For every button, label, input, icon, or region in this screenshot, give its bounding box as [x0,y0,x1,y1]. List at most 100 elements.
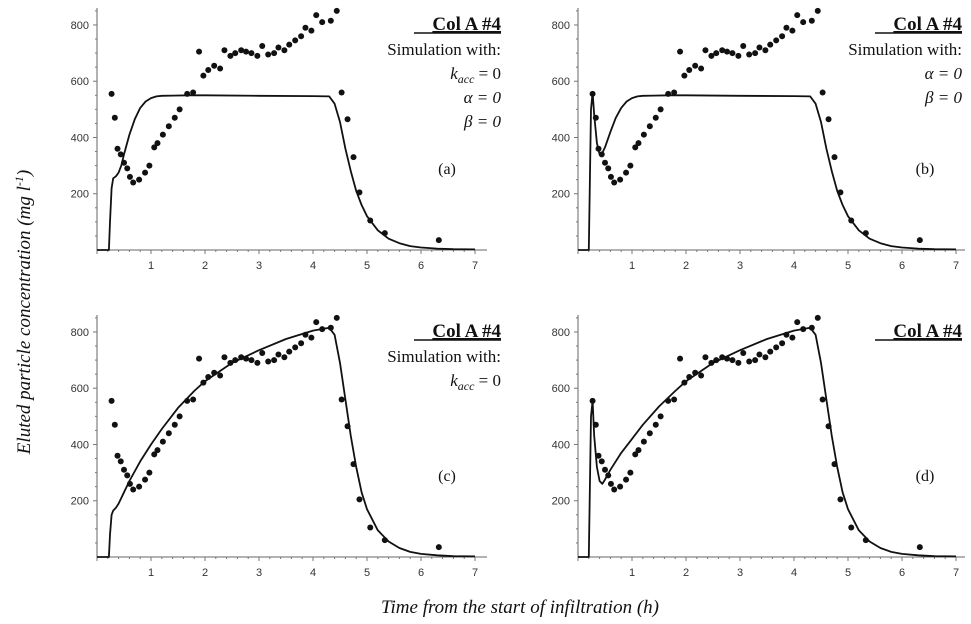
observed-point [598,458,605,465]
observed-point [779,340,786,347]
simulated-curve [578,91,957,251]
observed-point [271,50,278,57]
observed-point [259,43,266,50]
observed-point [646,123,653,130]
observed-point [313,319,320,326]
annotation-line: Simulation with: [848,40,962,59]
observed-point [916,544,923,551]
y-tick-label: 800 [71,327,89,339]
panel-letter: (b) [916,161,935,178]
observed-point [611,179,618,186]
observed-point [435,544,442,551]
observed-point [114,145,121,152]
observed-point [783,24,790,31]
x-tick-label: 1 [629,260,635,272]
observed-point [114,452,121,459]
observed-point [292,344,299,351]
observed-point [627,162,634,169]
y-tick-label: 200 [71,189,89,201]
observed-point [165,123,172,130]
observed-point [640,131,647,138]
y-tick-label: 200 [552,189,570,201]
x-tick-label: 7 [472,260,478,272]
observed-point [159,131,166,138]
observed-point [117,151,124,158]
panel-b: 1 2 3 4 5 6 7 200 400 600 800 Col A #4 Simulation wi… [552,7,965,272]
observed-point [794,12,801,19]
x-tick-label: 2 [683,260,689,272]
observed-point [789,334,796,341]
annotation-line: kacc = 0 [450,64,501,86]
x-tick-label: 4 [791,567,797,579]
observed-point [740,350,747,357]
observed-point [108,397,115,404]
observed-point [713,50,720,57]
annotation-line: α = 0 [925,64,963,83]
observed-point [595,452,602,459]
observed-point [719,47,726,54]
observed-point [259,350,266,357]
observed-point [221,354,228,361]
observed-point [677,355,684,362]
observed-point [111,421,118,428]
observed-point [313,12,320,19]
observed-point [789,27,796,34]
observed-point [686,66,693,73]
observed-point [190,89,197,96]
observed-point [724,48,731,55]
observed-point [190,396,197,403]
x-axis-title: Time from the start of infiltration (h) [381,597,659,618]
observed-point [146,162,153,169]
x-tick-label: 2 [202,567,208,579]
x-tick-label: 3 [737,567,743,579]
observed-point [729,50,736,57]
x-tick-label: 2 [683,567,689,579]
observed-point [146,469,153,476]
x-tick-label: 7 [953,567,959,579]
annotation-line: Simulation with: [387,40,501,59]
observed-point [698,372,705,379]
observed-point [176,106,183,113]
observed-point [611,486,618,493]
y-tick-label: 400 [71,132,89,144]
panel-c: 1 2 3 4 5 6 7 200 400 600 800 Col A #4 Simulation wi… [71,314,501,579]
y-tick-label: 600 [71,76,89,88]
observed-point [752,50,759,57]
x-tick-label: 4 [791,260,797,272]
x-tick-label: 4 [310,260,316,272]
panel-letter: (d) [916,468,935,485]
observed-point [746,51,753,58]
panel-title: Col A #4 [432,321,501,342]
panel-title: Col A #4 [893,14,962,35]
observed-point [756,44,763,51]
x-tick-label: 1 [148,260,154,272]
observed-point [154,447,161,454]
observed-point [607,480,614,487]
observed-point [814,314,821,321]
observed-point [124,472,131,479]
observed-point [254,52,261,59]
observed-point [126,173,133,180]
observed-point [238,47,245,54]
observed-point [740,43,747,50]
observed-point [151,451,158,458]
observed-point [831,154,838,161]
observed-point [142,169,149,176]
observed-point [159,438,166,445]
observed-point [837,496,844,503]
observed-point [136,176,143,183]
x-tick-label: 6 [418,260,424,272]
observed-point [435,237,442,244]
observed-point [248,357,255,364]
observed-point [333,314,340,321]
observed-point [773,344,780,351]
observed-point [681,72,688,79]
y-axis-title-main: Eluted particle concentration (mg l [14,186,35,455]
y-tick-label: 600 [71,383,89,395]
observed-point [825,116,832,123]
observed-point [271,357,278,364]
observed-point [635,447,642,454]
observed-point [298,340,305,347]
observed-point [698,65,705,72]
observed-point [617,176,624,183]
